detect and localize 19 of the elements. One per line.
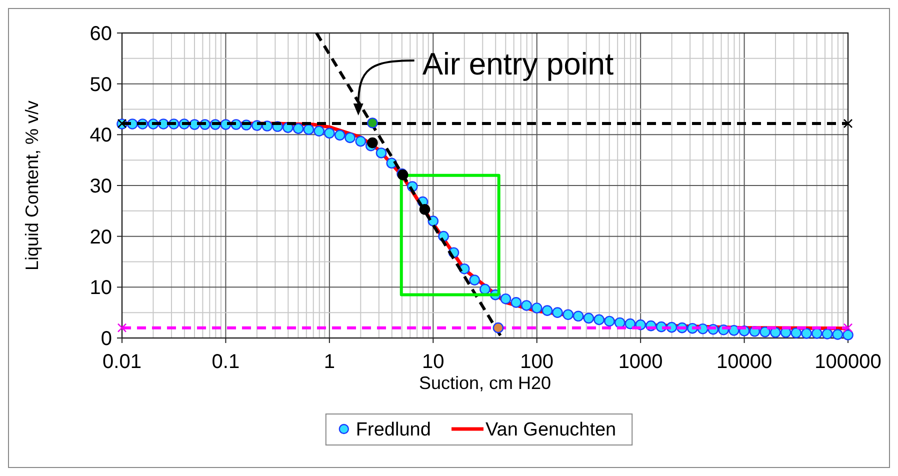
x-tick-label: 100 [520, 351, 554, 373]
x-tick-label: 100000 [814, 351, 882, 373]
x-tick-label: 10 [422, 351, 444, 373]
legend-label: Fredlund [356, 420, 431, 440]
y-tick-label: 0 [100, 328, 112, 350]
x-axis-title: Suction, cm H20 [418, 373, 552, 393]
x-tick-label: 1000 [618, 351, 663, 373]
y-tick-label: 20 [90, 226, 112, 248]
y-axis-title: Liquid Content, % v/v [22, 100, 42, 271]
y-tick-label: 40 [90, 124, 112, 147]
y-tick-label: 30 [90, 176, 112, 198]
y-tick-label: 50 [90, 74, 112, 96]
x-tick-label: 0.1 [212, 351, 240, 373]
y-tick-label: 60 [90, 23, 112, 45]
legend-label: Van Genuchten [486, 420, 616, 440]
x-tick-label: 10000 [716, 351, 772, 373]
x-tick-label: 1 [324, 351, 335, 373]
y-tick-label: 10 [90, 277, 112, 300]
x-tick-label: 0.01 [102, 351, 142, 373]
